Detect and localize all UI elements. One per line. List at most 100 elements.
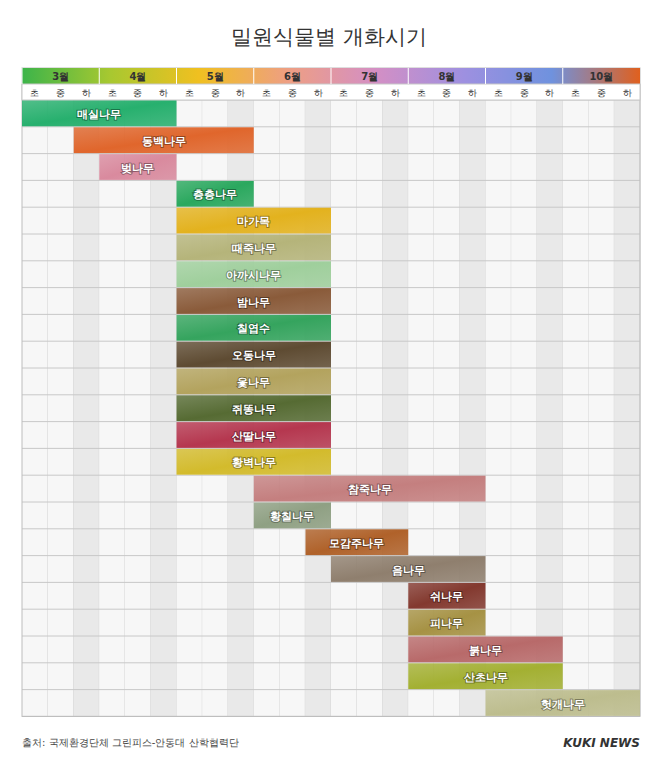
column-band <box>22 100 48 716</box>
month-label: 5월 <box>207 71 224 82</box>
bar-label: 참죽나무 <box>348 483 392 496</box>
row-line <box>22 689 640 690</box>
tick <box>99 68 100 84</box>
bar <box>486 690 641 716</box>
bar <box>177 261 332 287</box>
row-line <box>22 448 640 449</box>
frame <box>22 68 640 716</box>
bar <box>408 583 485 609</box>
row-line <box>22 662 640 663</box>
tick <box>176 68 177 84</box>
bar-label: 오동나무 <box>232 349 276 362</box>
period-label: 하 <box>391 88 400 98</box>
bar <box>99 154 176 180</box>
month-label: 10월 <box>589 71 613 82</box>
period-label: 중 <box>133 88 142 98</box>
bar <box>254 503 331 529</box>
row-line <box>22 287 640 288</box>
tick <box>485 68 486 84</box>
source: 출처: 국제환경단체 그린피스-안동대 산학협력단 <box>22 737 239 748</box>
bar-label: 매실나무 <box>77 108 121 121</box>
column-band <box>331 100 357 716</box>
bar <box>74 127 254 153</box>
chart: 밀원식물별 개화시기3월초중하4월초중하5월초중하6월초중하7월초중하8월초중하… <box>0 0 658 766</box>
row-line <box>22 502 640 503</box>
bar-label: 동백나무 <box>142 135 186 148</box>
month-label: 3월 <box>52 71 69 82</box>
bar <box>177 181 254 207</box>
bar-label: 모감주나무 <box>329 537 384 550</box>
column-band <box>99 100 125 716</box>
bar <box>331 556 486 582</box>
title: 밀원식물별 개화시기 <box>231 25 427 49</box>
period-label: 중 <box>597 88 606 98</box>
month-label: 9월 <box>516 71 533 82</box>
bar-labels: 매실나무동백나무벚나무층층나무마가목때죽나무아까시나무밤나무칠엽수오동나무옻나무… <box>77 108 585 711</box>
column-band <box>151 100 177 716</box>
month-header <box>22 68 640 84</box>
bar-label: 때죽나무 <box>232 242 276 255</box>
bar <box>177 395 332 421</box>
row-line <box>22 421 640 422</box>
bar <box>177 422 332 448</box>
column-band <box>511 100 537 716</box>
bar <box>408 663 563 689</box>
row-line <box>22 153 640 154</box>
period-label: 중 <box>288 88 297 98</box>
bar-label: 황칠나무 <box>270 510 314 523</box>
row-line <box>22 582 640 583</box>
period-label: 하 <box>314 88 323 98</box>
tick <box>408 68 409 84</box>
bar-label: 옻나무 <box>237 376 270 389</box>
period-label: 중 <box>520 88 529 98</box>
period-label: 하 <box>623 88 632 98</box>
column-band <box>589 100 615 716</box>
row-line <box>22 368 640 369</box>
tick <box>22 68 23 84</box>
period-label: 중 <box>365 88 374 98</box>
column-band <box>563 100 589 716</box>
row-line <box>22 234 640 235</box>
bar <box>177 449 332 475</box>
bar <box>177 288 332 314</box>
brand: KUKI NEWS <box>563 736 640 750</box>
column-band <box>48 100 74 716</box>
row-line <box>22 180 640 181</box>
row-line <box>22 609 640 610</box>
bar <box>177 235 332 261</box>
row-line <box>22 394 640 395</box>
bar <box>306 529 409 555</box>
bar-label: 피나무 <box>430 617 463 630</box>
period-label: 하 <box>82 88 91 98</box>
bars <box>22 101 640 716</box>
bar-label: 음나무 <box>392 564 425 577</box>
period-label: 초 <box>262 88 271 98</box>
period-header <box>22 84 640 100</box>
row-line <box>22 260 640 261</box>
month-label: 8월 <box>438 71 455 82</box>
period-label: 중 <box>56 88 65 98</box>
bar-label: 층층나무 <box>193 188 237 201</box>
bar-label: 마가목 <box>237 215 270 228</box>
bar-label: 황벽나무 <box>232 456 276 469</box>
bar <box>177 315 332 341</box>
month-label: 6월 <box>284 71 301 82</box>
bar-label: 쥐똥나무 <box>232 403 276 416</box>
tick <box>331 68 332 84</box>
bar <box>177 208 332 234</box>
row-line <box>22 475 640 476</box>
bar <box>177 342 332 368</box>
row-line <box>22 314 640 315</box>
row-line <box>22 528 640 529</box>
row-line <box>22 126 640 127</box>
bar-label: 산초나무 <box>464 671 508 684</box>
bar-label: 벚나무 <box>121 162 154 175</box>
row-line <box>22 341 640 342</box>
row-line <box>22 636 640 637</box>
period-label: 중 <box>442 88 451 98</box>
period-label: 초 <box>571 88 580 98</box>
bar-label: 헛개나무 <box>541 698 585 711</box>
period-label: 하 <box>236 88 245 98</box>
row-line <box>22 555 640 556</box>
month-label: 4월 <box>129 71 146 82</box>
